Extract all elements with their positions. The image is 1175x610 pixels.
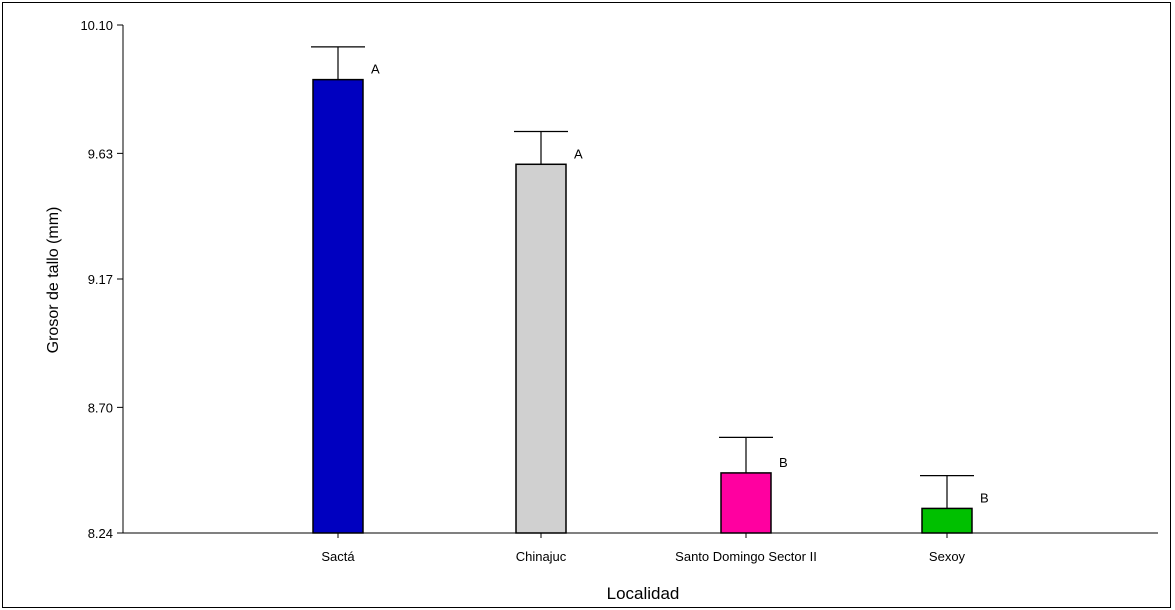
y-tick-label: 9.17 (88, 272, 113, 287)
y-tick-label: 8.70 (88, 400, 113, 415)
axes (117, 24, 1158, 538)
x-category-label: Sexoy (929, 549, 966, 564)
y-tick-label: 10.10 (80, 18, 113, 33)
significance-label: A (371, 62, 380, 77)
labels: 8.24 8.70 9.17 9.63 10.10 A Sactá A Chinajuc B San… (80, 18, 988, 564)
bar (921, 507, 973, 534)
bars (311, 46, 974, 534)
y-tick-label: 8.24 (88, 526, 113, 541)
significance-label: B (980, 490, 989, 505)
significance-label: B (779, 455, 788, 470)
x-axis-title: Localidad (607, 584, 680, 603)
x-category-label: Chinajuc (516, 549, 567, 564)
y-tick-label: 9.63 (88, 146, 113, 161)
bar (312, 78, 364, 534)
bar-chart: 8.24 8.70 9.17 9.63 10.10 A Sactá A Chinajuc B San… (45, 18, 1158, 603)
y-axis-title: Grosor de tallo (mm) (45, 207, 62, 354)
x-category-label: Santo Domingo Sector II (675, 549, 817, 564)
significance-label: A (574, 146, 583, 161)
bar (515, 163, 567, 534)
x-category-label: Sactá (321, 549, 355, 564)
bar (720, 472, 772, 534)
